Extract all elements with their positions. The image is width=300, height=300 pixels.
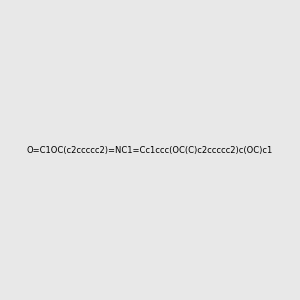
Text: O=C1OC(c2ccccc2)=NC1=Cc1ccc(OC(C)c2ccccc2)c(OC)c1: O=C1OC(c2ccccc2)=NC1=Cc1ccc(OC(C)c2ccccc… (27, 146, 273, 154)
